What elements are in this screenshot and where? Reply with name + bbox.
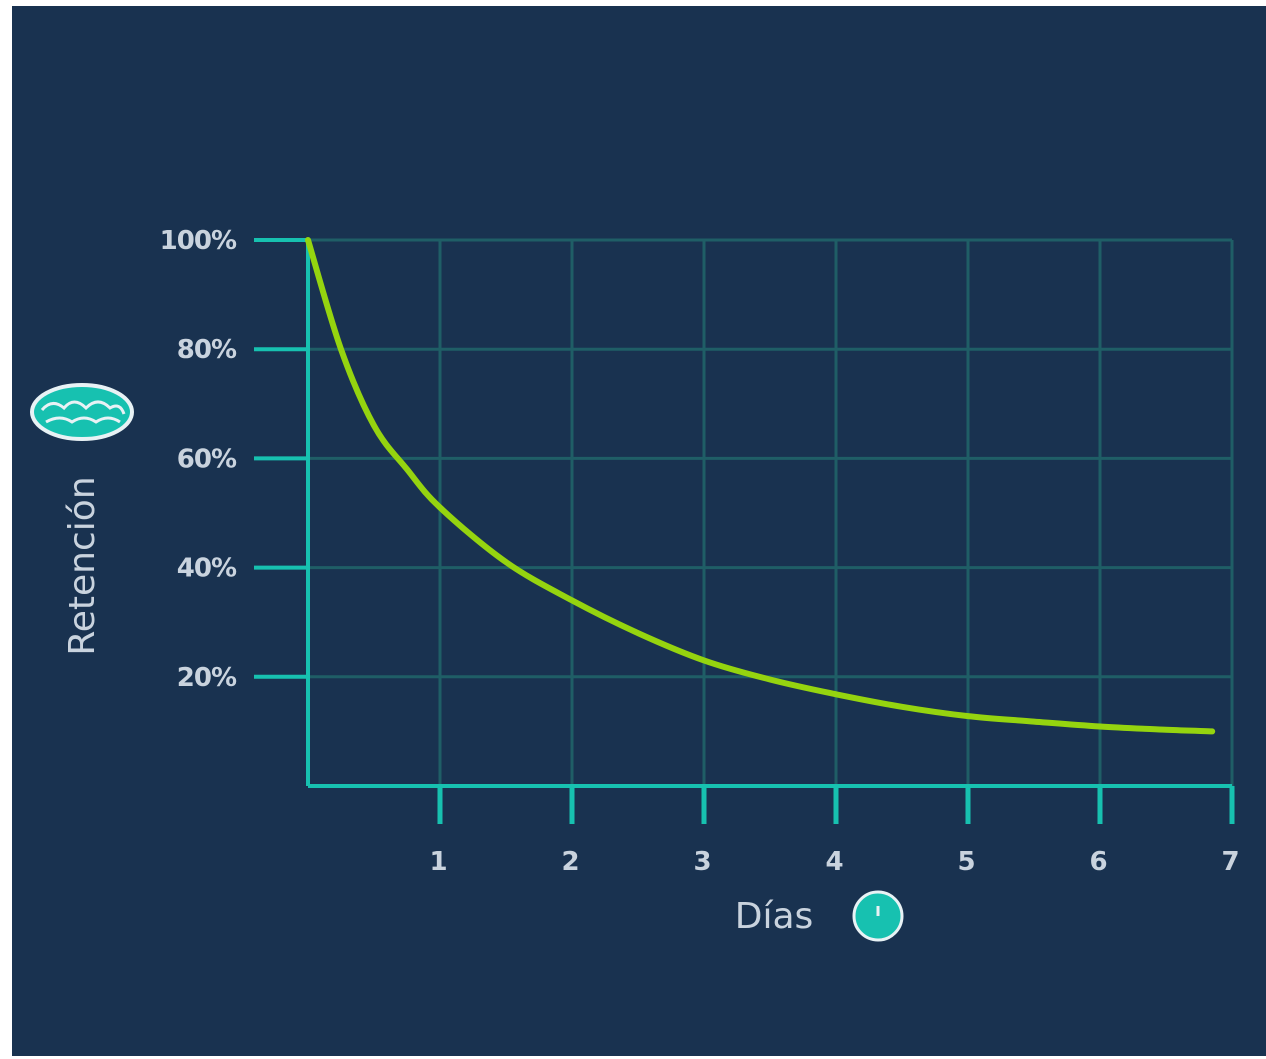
- y-tick-label-4: 100%: [160, 226, 237, 256]
- x-axis-title-group: Días: [735, 890, 904, 942]
- y-axis-title-group: Retención: [30, 383, 134, 656]
- retention-curve: [305, 237, 1216, 735]
- x-tick-label-1: 2: [561, 847, 578, 877]
- axes: [306, 240, 1232, 788]
- y-axis-ticks: 20% 40% 60% 80% 100%: [160, 226, 308, 693]
- y-tick-label-0: 20%: [177, 663, 237, 693]
- brain-icon: [30, 383, 134, 441]
- y-tick-label-2: 60%: [177, 444, 237, 474]
- x-tick-label-3: 4: [825, 847, 842, 877]
- chart-panel: 20% 40% 60% 80% 100% 1 2 3 4 5 6 7 Retención Días: [12, 6, 1266, 1056]
- x-axis-ticks: 1 2 3 4 5 6 7: [429, 786, 1240, 877]
- forgetting-curve-chart: 20% 40% 60% 80% 100% 1 2 3 4 5 6 7 Retención Días: [30, 226, 1240, 942]
- y-tick-label-1: 40%: [177, 554, 237, 584]
- x-tick-label-0: 1: [429, 847, 446, 877]
- x-tick-label-2: 3: [693, 847, 710, 877]
- x-tick-label-4: 5: [957, 847, 974, 877]
- y-tick-label-3: 80%: [177, 335, 237, 365]
- x-tick-label-5: 6: [1089, 847, 1106, 877]
- grid: [308, 238, 1234, 786]
- clock-icon: [852, 890, 904, 942]
- x-axis-title: Días: [735, 896, 814, 937]
- x-tick-label-6: 7: [1221, 847, 1238, 877]
- y-axis-title: Retención: [62, 476, 103, 655]
